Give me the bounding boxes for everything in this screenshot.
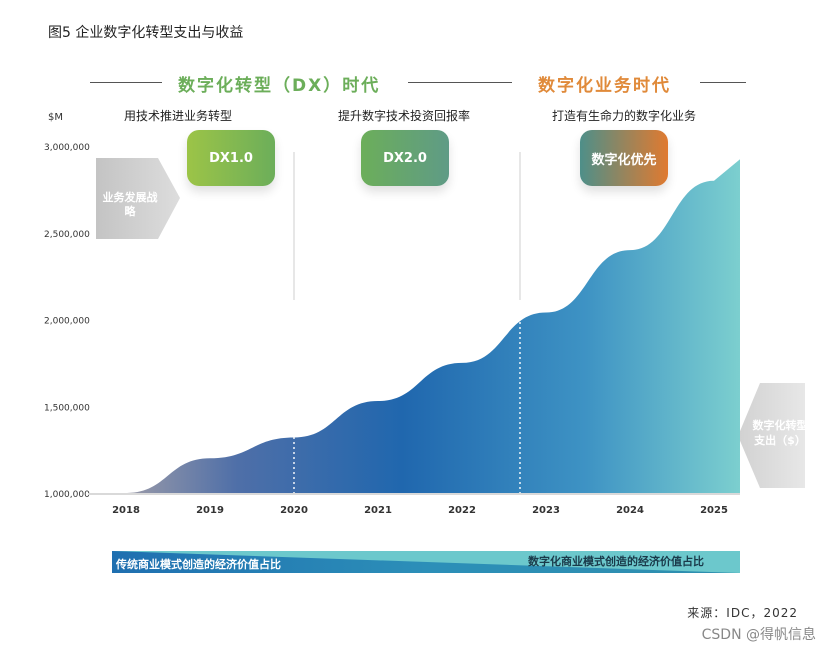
- figure-title: 图5 企业数字化转型支出与收益: [48, 25, 244, 41]
- y-tick-label: 2,000,000: [44, 317, 90, 327]
- x-tick-label: 2019: [196, 505, 224, 516]
- value-share-traditional-label: 传统商业模式创造的经济价值占比: [116, 558, 281, 571]
- source-note: 来源：IDC，2022: [687, 606, 798, 620]
- x-tick-label: 2025: [700, 505, 728, 516]
- spend-arrow-label-line2: 支出（$）: [754, 434, 806, 447]
- stage-dx2-label: DX2.0: [383, 150, 427, 166]
- y-tick-label: 1,000,000: [44, 490, 90, 500]
- y-axis-unit: $M: [48, 112, 63, 123]
- x-tick-label: 2021: [364, 505, 392, 516]
- x-tick-label: 2022: [448, 505, 476, 516]
- stage-digital-first: 数字化优先: [580, 130, 668, 186]
- watermark: CSDN @得帆信息: [701, 627, 816, 643]
- phase-label-2: 提升数字技术投资回报率: [338, 109, 471, 123]
- y-tick-label: 3,000,000: [44, 143, 90, 153]
- spend-arrow-label-line1: 数字化转型: [752, 419, 808, 432]
- phase-label-1: 用技术推进业务转型: [124, 109, 233, 123]
- y-tick-label: 1,500,000: [44, 403, 90, 413]
- era-title-biz: 数字化业务时代: [538, 76, 671, 96]
- stage-dx1: DX1.0: [187, 130, 275, 186]
- phase-label-3: 打造有生命力的数字化业务: [552, 109, 697, 123]
- value-share-digital-label: 数字化商业模式创造的经济价值占比: [528, 555, 704, 568]
- strategy-arrow-label: 业务发展战略: [102, 191, 158, 218]
- y-tick-label: 2,500,000: [44, 230, 90, 240]
- era-divider-right: [700, 82, 746, 83]
- series-area: [126, 159, 740, 493]
- era-divider-mid: [408, 82, 512, 83]
- strategy-arrow: [96, 158, 180, 239]
- spend-arrow: [738, 383, 805, 488]
- stage-dx1-label: DX1.0: [209, 150, 253, 166]
- era-divider-left: [90, 82, 162, 83]
- x-tick-label: 2023: [532, 505, 560, 516]
- era-title-dx: 数字化转型（DX）时代: [178, 76, 381, 96]
- x-tick-label: 2018: [112, 505, 140, 516]
- stage-digital-first-label: 数字化优先: [591, 152, 657, 168]
- value-share-band-blue: [112, 551, 740, 573]
- x-tick-label: 2024: [616, 505, 644, 516]
- x-tick-label: 2020: [280, 505, 308, 516]
- stage-dx2: DX2.0: [361, 130, 449, 186]
